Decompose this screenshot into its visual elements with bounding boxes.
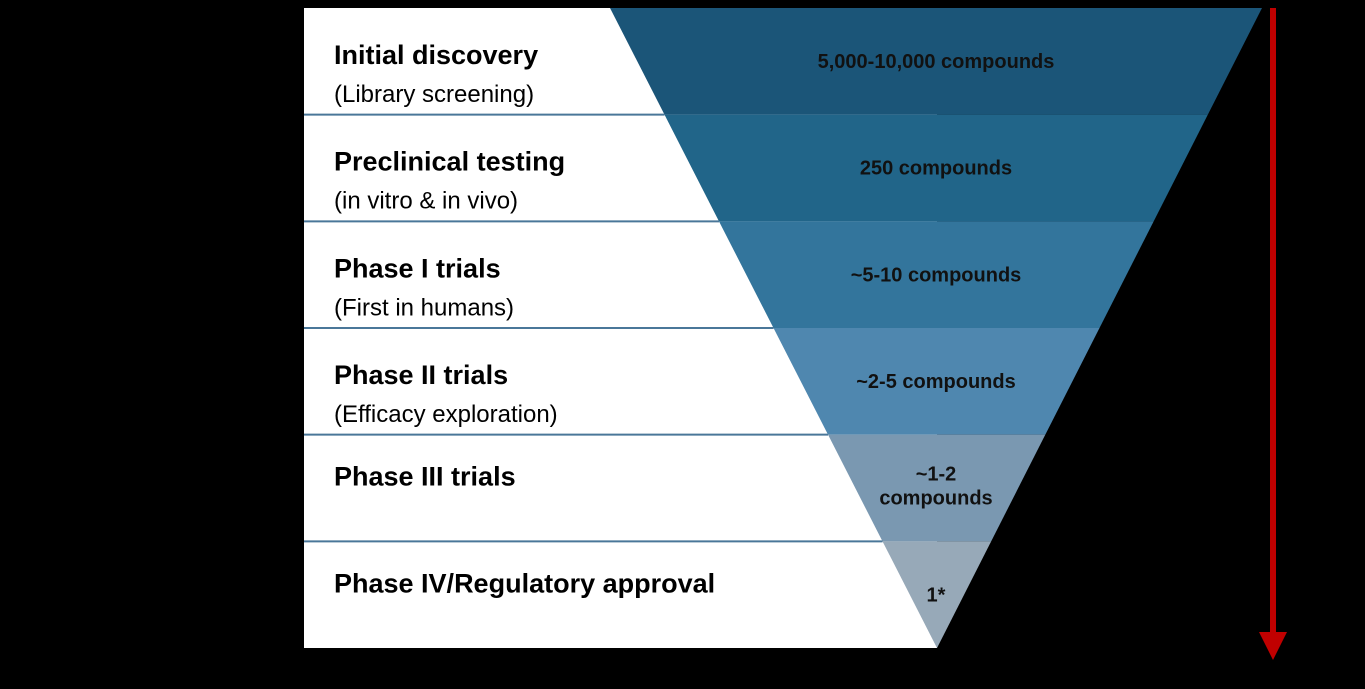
stage-title: Phase III trials <box>334 462 516 492</box>
stage-title: Preclinical testing <box>334 147 565 177</box>
compound-count-label: ~1-2 <box>916 464 957 486</box>
stage-title: Initial discovery <box>334 40 538 70</box>
stage-row: Phase I trials (First in humans) ~5-10 com… <box>304 221 1154 330</box>
compound-count-label: 1* <box>927 584 946 606</box>
funnel-segment <box>882 541 992 649</box>
progression-arrow <box>1259 8 1287 660</box>
stage-row: Phase II trials (Efficacy exploration) ~2-… <box>304 328 1100 436</box>
compound-count-label: compounds <box>879 488 992 510</box>
compound-count-label: ~5-10 compounds <box>851 264 1022 286</box>
funnel-segment <box>664 114 1208 222</box>
compound-count-label: ~2-5 compounds <box>856 371 1015 393</box>
stage-row: Preclinical testing (in vitro & in vivo) 2… <box>304 114 1208 223</box>
stage-row: Initial discovery (Library screening) 5,00… <box>304 8 1262 116</box>
arrow-head <box>1259 632 1287 660</box>
compound-count-label: 5,000-10,000 compounds <box>818 51 1055 73</box>
funnel-segment <box>773 328 1100 435</box>
stage-subtitle: (in vitro & in vivo) <box>334 188 518 215</box>
stage-row: Phase IV/Regulatory approval 1* <box>334 541 992 649</box>
arrow-shaft <box>1270 8 1276 634</box>
stage-title: Phase I trials <box>334 253 501 283</box>
funnel-segment <box>719 221 1154 329</box>
stage-subtitle: (Library screening) <box>334 81 534 108</box>
compound-count-label: 250 compounds <box>860 158 1012 180</box>
stage-subtitle: (First in humans) <box>334 294 514 321</box>
funnel-segment <box>610 8 1262 115</box>
stage-subtitle: (Efficacy exploration) <box>334 401 558 428</box>
funnel-segment <box>828 434 1046 542</box>
stage-title: Phase II trials <box>334 360 508 390</box>
stage-title: Phase IV/Regulatory approval <box>334 568 715 598</box>
